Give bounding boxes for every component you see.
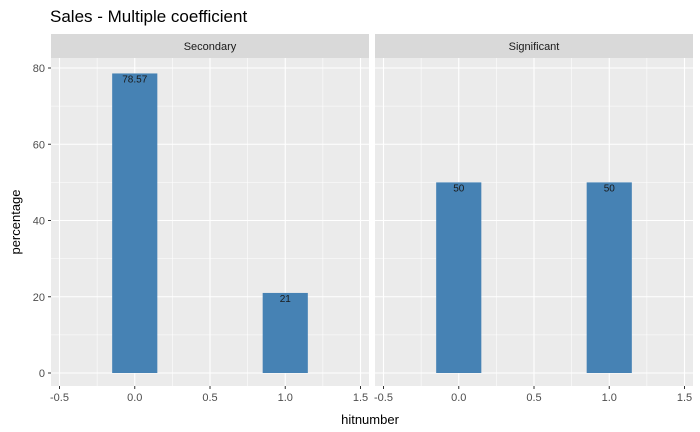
y-tick-label: 40 — [33, 216, 45, 228]
chart-title: Sales - Multiple coefficient — [50, 7, 247, 26]
x-tick-label: 1.0 — [278, 392, 293, 404]
y-tick-label: 20 — [33, 292, 45, 304]
facet-strip-label: Secondary — [184, 41, 237, 53]
y-tick-label: 60 — [33, 139, 45, 151]
y-axis-title: percentage — [8, 189, 23, 254]
y-tick-label: 80 — [33, 63, 45, 75]
x-tick-label: -0.5 — [374, 392, 393, 404]
x-tick-label: 1.0 — [602, 392, 617, 404]
bar — [436, 182, 482, 373]
facet-panel: Significant 50 50 -0.5 0.0 0.5 1.0 1.5 — [374, 34, 693, 404]
x-tick-label: 0.0 — [451, 392, 466, 404]
bar-value-label: 21 — [280, 294, 292, 305]
bar-value-label: 50 — [604, 183, 616, 194]
x-tick-label: 0.5 — [202, 392, 217, 404]
bar-value-label: 50 — [453, 183, 465, 194]
bar — [586, 182, 632, 373]
x-tick-label: 1.5 — [353, 392, 368, 404]
x-tick-label: 0.0 — [127, 392, 142, 404]
facet-strip-label: Significant — [509, 41, 560, 53]
x-tick-label: 0.5 — [526, 392, 541, 404]
facet-strip — [51, 34, 369, 58]
facet-panels: Secondary 78.57 21 -0.5 0.0 0.5 1.0 1.5 0 20 40 60 8… — [33, 34, 693, 404]
bar — [112, 73, 158, 373]
x-tick-label: -0.5 — [50, 392, 69, 404]
bar-value-label: 78.57 — [122, 74, 147, 85]
facet-panel: Secondary 78.57 21 -0.5 0.0 0.5 1.0 1.5 0 20 40 60 8… — [33, 34, 369, 404]
x-axis-title: hitnumber — [341, 412, 399, 427]
bar — [262, 292, 308, 373]
facet-strip — [375, 34, 693, 58]
y-tick-label: 0 — [39, 368, 45, 380]
x-tick-label: 1.5 — [677, 392, 692, 404]
